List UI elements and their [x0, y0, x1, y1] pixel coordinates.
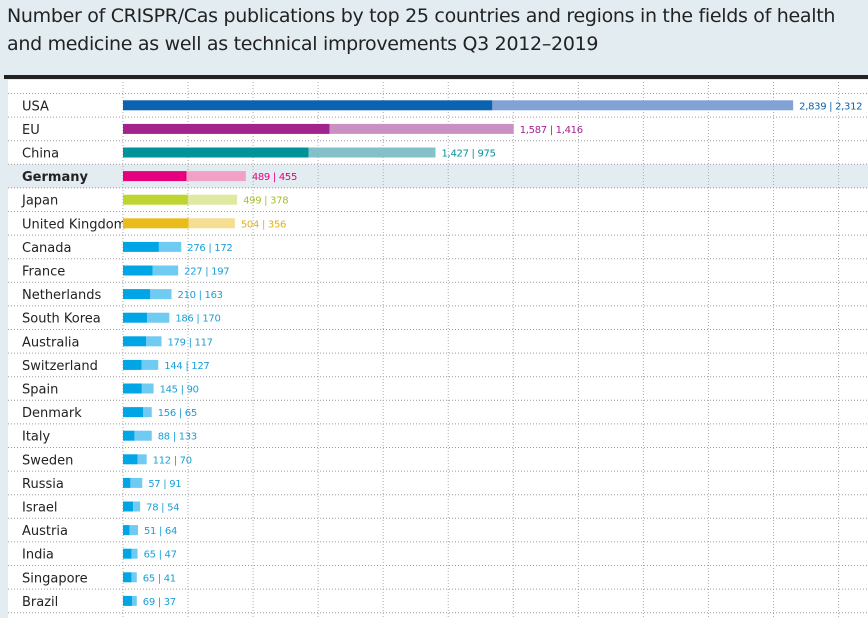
bar-segment-2 [186, 171, 246, 182]
value-label: 112 | 70 [153, 455, 192, 466]
category-label: United Kingdom [22, 217, 126, 232]
category-label: South Korea [22, 312, 101, 327]
bar-segment-2 [141, 359, 159, 370]
value-label: 65 | 41 [143, 573, 176, 584]
category-label: Singapore [22, 571, 88, 586]
value-label: 65 | 47 [144, 550, 177, 561]
category-label: Spain [22, 383, 58, 398]
bar-segment-1 [123, 525, 130, 536]
bar-segment-2 [141, 383, 154, 394]
value-label: 88 | 133 [158, 432, 197, 443]
value-label: 78 | 54 [146, 503, 179, 514]
bar-segment-1 [123, 147, 309, 158]
bar-segment-1 [123, 359, 142, 370]
value-label: 69 | 37 [143, 597, 176, 608]
category-label: Netherlands [22, 288, 101, 303]
bar-segment-2 [329, 123, 514, 134]
value-label: 51 | 64 [144, 526, 177, 537]
bar-segment-2 [131, 595, 137, 606]
bar-segment-1 [123, 289, 151, 300]
bar-segment-2 [143, 407, 152, 418]
bar-segment-2 [158, 241, 182, 252]
bar-segment-2 [129, 525, 138, 536]
value-label: 489 | 455 [252, 172, 297, 183]
category-label: Canada [22, 241, 71, 256]
bar-segment-2 [152, 265, 179, 276]
bar-segment-1 [123, 383, 142, 394]
bar-segment-1 [123, 477, 131, 488]
bar-segment-2 [150, 289, 172, 300]
category-label: Israel [22, 501, 58, 516]
bar-segment-2 [188, 218, 235, 229]
value-label: 504 | 356 [241, 219, 286, 230]
category-label: Switzerland [22, 359, 98, 374]
bar-segment-1 [123, 407, 144, 418]
bar-segment-2 [131, 572, 137, 583]
bar-segment-2 [308, 147, 436, 158]
bar-segment-1 [123, 430, 135, 441]
bar-segment-2 [131, 548, 138, 559]
category-label: China [22, 147, 59, 162]
category-label: Sweden [22, 453, 73, 468]
category-label: Brazil [22, 595, 58, 610]
bar-segment-1 [123, 336, 147, 347]
title-rule [4, 75, 868, 79]
value-label: 57 | 91 [148, 479, 181, 490]
bar-segment-1 [123, 572, 132, 583]
category-label: Australia [22, 335, 80, 350]
category-label: Russia [22, 477, 64, 492]
bar-segment-1 [123, 123, 330, 134]
bar-segment-2 [146, 336, 162, 347]
bar-segment-2 [147, 312, 170, 323]
bar-segment-2 [187, 194, 238, 205]
bar-segment-1 [123, 218, 189, 229]
bar-segment-1 [123, 595, 132, 606]
category-label: Denmark [22, 406, 82, 421]
bar-segment-1 [123, 454, 138, 465]
bar-segment-2 [137, 454, 147, 465]
bar-segment-1 [123, 100, 493, 111]
bar-segment-1 [123, 194, 188, 205]
value-label: 156 | 65 [158, 408, 197, 419]
bar-segment-2 [134, 430, 152, 441]
value-label: 186 | 170 [175, 314, 220, 325]
category-label: France [22, 265, 65, 280]
category-label: Austria [22, 524, 68, 539]
chart-title: Number of CRISPR/Cas publications by top… [7, 5, 836, 55]
value-label: 1,427 | 975 [442, 149, 496, 160]
value-label: 276 | 172 [187, 243, 232, 254]
value-label: 179 | 117 [168, 337, 213, 348]
value-label: 499 | 378 [243, 196, 288, 207]
bar-segment-1 [123, 265, 153, 276]
value-label: 227 | 197 [184, 267, 229, 278]
category-label: Italy [22, 430, 51, 445]
category-label: Germany [22, 170, 88, 185]
value-label: 210 | 163 [178, 290, 223, 301]
category-label: Japan [21, 194, 58, 209]
bar-segment-1 [123, 241, 159, 252]
bar-segment-1 [123, 171, 187, 182]
bar-segment-1 [123, 312, 148, 323]
value-label: 145 | 90 [160, 385, 199, 396]
highlight-row [8, 164, 868, 188]
value-label: 1,587 | 1,416 [520, 125, 583, 136]
value-label: 2,839 | 2,312 [799, 101, 862, 112]
bar-segment-2 [133, 501, 141, 512]
category-label: USA [22, 99, 49, 114]
bar-segment-1 [123, 548, 132, 559]
bar-segment-2 [130, 477, 143, 488]
bar-segment-1 [123, 501, 134, 512]
bar-segment-2 [492, 100, 794, 111]
value-label: 144 | 127 [164, 361, 209, 372]
category-label: India [22, 548, 54, 563]
category-label: EU [22, 123, 40, 138]
